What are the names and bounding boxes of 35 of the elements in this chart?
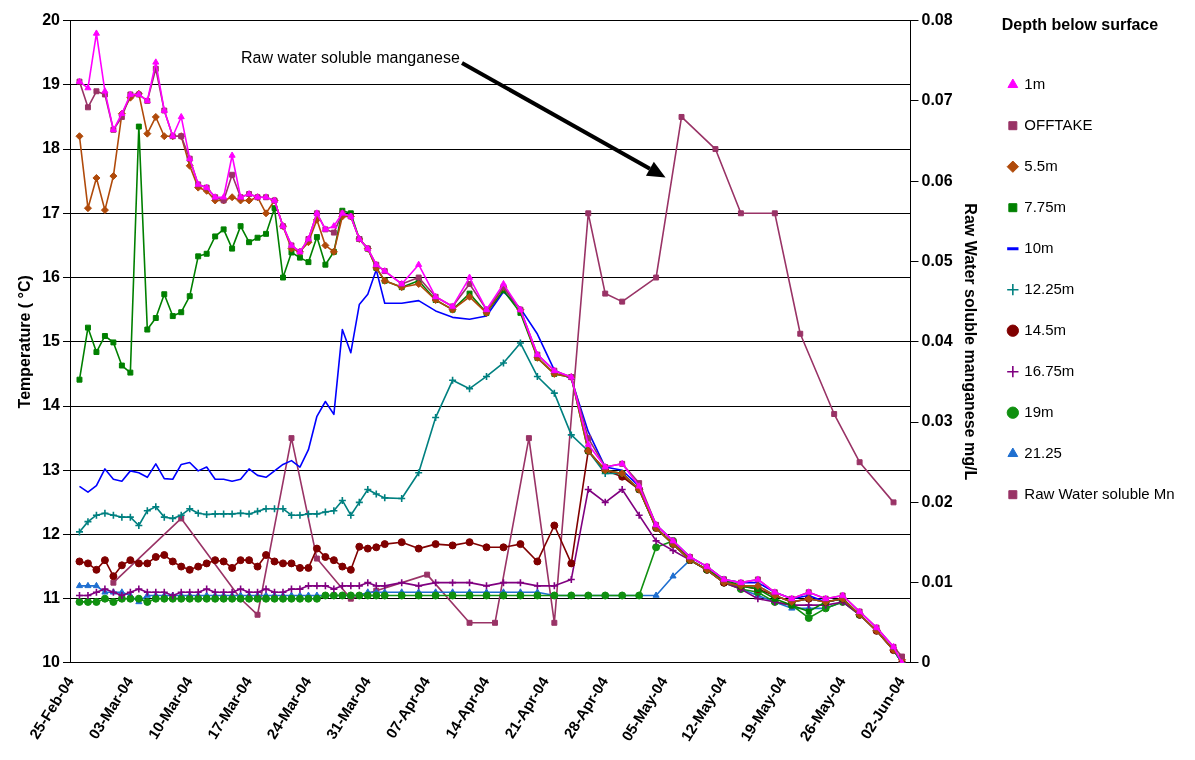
- y2-tick-label: 0: [921, 653, 931, 671]
- y2-tick-label: 0.02: [921, 492, 953, 510]
- y-axis-title: Temperature ( °C): [16, 275, 34, 409]
- y-tick-label: 16: [42, 267, 61, 285]
- y2-tick-label: 0.03: [921, 412, 953, 430]
- y-tick-label: 12: [42, 524, 61, 542]
- y2-tick-label: 0.01: [921, 573, 953, 591]
- y2-tick-label: 0.04: [921, 332, 953, 350]
- y-tick-label: 18: [42, 139, 61, 157]
- y-tick-label: 20: [42, 11, 61, 29]
- y2-tick-label: 0.06: [921, 171, 953, 189]
- legend-label: 16.75m: [1024, 361, 1075, 379]
- legend-label: Raw Water soluble Mn: [1024, 484, 1175, 502]
- legend-label: 5.5m: [1024, 156, 1058, 174]
- legend-label: 12.25m: [1024, 279, 1075, 297]
- legend-label: 21.25: [1024, 443, 1062, 461]
- y-tick-label: 15: [42, 332, 61, 350]
- legend-label: 1m: [1024, 74, 1046, 92]
- y-tick-label: 10: [42, 653, 61, 671]
- legend-label: 19m: [1024, 402, 1054, 420]
- y-tick-label: 11: [43, 589, 61, 607]
- y2-tick-label: 0.05: [921, 251, 953, 269]
- legend-label: OFFTAKE: [1024, 115, 1093, 133]
- y2-tick-label: 0.07: [921, 91, 953, 109]
- y-tick-label: 19: [42, 75, 61, 93]
- annotation: Raw water soluble manganese: [241, 49, 460, 67]
- legend-title: Depth below surface: [1001, 16, 1159, 34]
- y2-tick-label: 0.08: [921, 11, 953, 29]
- legend-label: 14.5m: [1024, 320, 1067, 338]
- legend-label: 7.75m: [1024, 197, 1067, 215]
- y2-axis-title: Raw Water soluble manganese mg/L: [961, 203, 979, 481]
- y-tick-label: 13: [42, 460, 61, 478]
- y-tick-label: 17: [42, 203, 61, 221]
- y-tick-label: 14: [42, 396, 61, 414]
- legend-label: 10m: [1024, 238, 1054, 256]
